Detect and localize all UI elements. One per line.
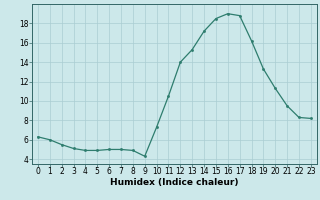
X-axis label: Humidex (Indice chaleur): Humidex (Indice chaleur) xyxy=(110,178,239,187)
